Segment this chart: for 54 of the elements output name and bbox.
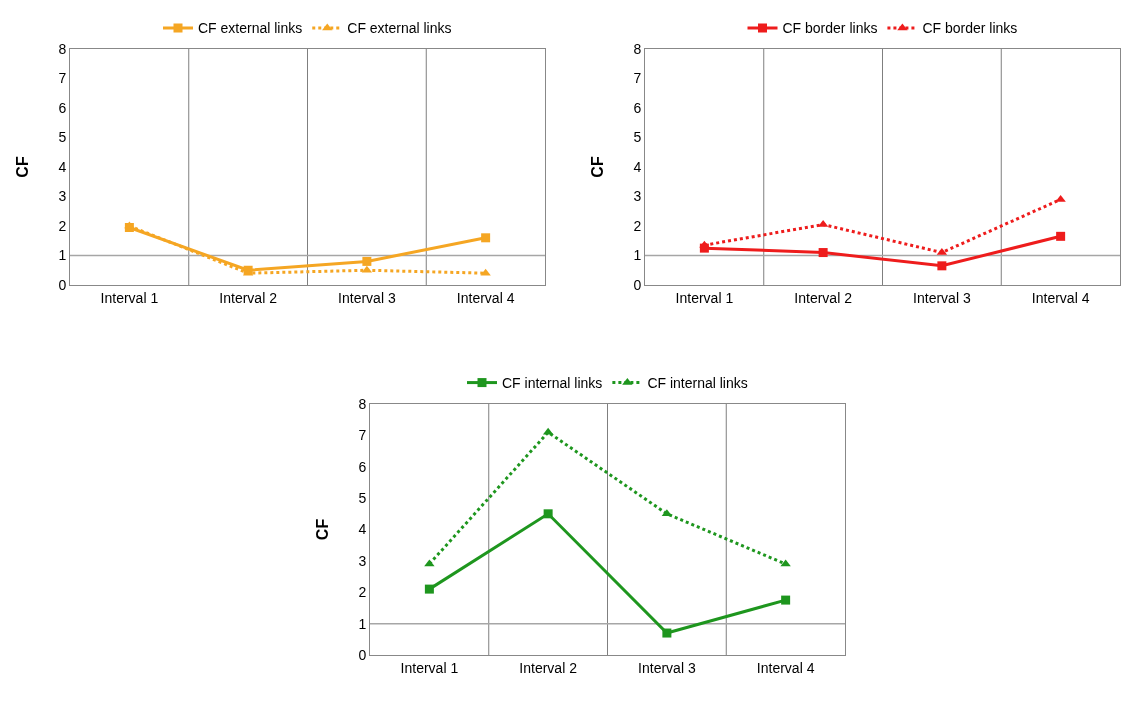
y-axis-title: CF: [14, 156, 31, 178]
y-tick-label: 2: [58, 217, 67, 234]
y-tick-label: 5: [358, 490, 367, 507]
x-tick-label: Interval 3: [913, 289, 971, 306]
y-tick-label: 4: [633, 158, 642, 175]
x-tick-label: Interval 3: [638, 659, 696, 676]
y-tick-label: 8: [633, 40, 642, 57]
y-tick-label: 6: [633, 99, 642, 116]
y-axis-title: CF: [314, 518, 331, 541]
x-tick-label: Interval 1: [100, 289, 159, 306]
y-tick-label: 3: [58, 188, 67, 205]
x-tick-label: Interval 2: [219, 289, 278, 306]
point: [543, 509, 553, 519]
legend-label: CF border links: [922, 20, 1018, 37]
y-tick-label: 7: [358, 427, 367, 444]
legend-label: CF internal links: [502, 375, 603, 392]
y-tick-label: 0: [633, 276, 642, 293]
y-tick-label: 7: [58, 70, 67, 87]
legend-label: CF external links: [198, 20, 303, 37]
x-tick-label: Interval 1: [400, 659, 459, 676]
y-tick-label: 1: [58, 247, 67, 264]
y-tick-label: 6: [358, 458, 367, 475]
y-tick-label: 3: [633, 188, 642, 205]
y-tick-label: 7: [633, 70, 642, 87]
x-tick-label: Interval 4: [456, 289, 515, 306]
x-tick-label: Interval 1: [675, 289, 734, 306]
y-tick-label: 4: [358, 521, 367, 538]
y-tick-label: 5: [58, 129, 67, 146]
y-tick-label: 2: [633, 217, 642, 234]
y-tick-label: 6: [58, 99, 67, 116]
y-tick-label: 5: [633, 129, 642, 146]
point: [662, 628, 672, 638]
x-tick-label: Interval 2: [519, 659, 578, 676]
point: [362, 256, 372, 266]
y-axis-title: CF: [589, 156, 606, 178]
y-tick-label: 2: [358, 584, 367, 601]
y-tick-label: 1: [633, 247, 642, 264]
point: [781, 595, 791, 605]
y-tick-label: 4: [58, 158, 67, 175]
y-tick-label: 8: [358, 395, 367, 412]
y-tick-label: 3: [358, 552, 367, 569]
point: [481, 233, 491, 243]
y-tick-label: 1: [358, 615, 367, 632]
x-tick-label: Interval 4: [756, 659, 815, 676]
x-tick-label: Interval 2: [794, 289, 853, 306]
y-tick-label: 8: [58, 40, 67, 57]
point: [424, 584, 434, 594]
legend-label: CF external links: [347, 20, 452, 37]
x-tick-label: Interval 4: [1031, 289, 1090, 306]
legend-label: CF border links: [782, 20, 878, 37]
y-tick-label: 0: [358, 646, 367, 663]
legend-label: CF internal links: [647, 375, 748, 392]
x-tick-label: Interval 3: [338, 289, 396, 306]
y-tick-label: 0: [58, 276, 67, 293]
